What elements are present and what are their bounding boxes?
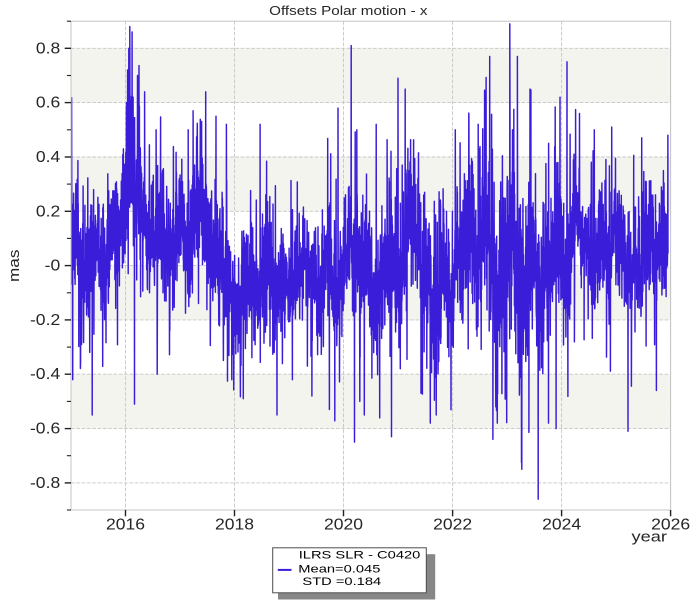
- svg-text:mas: mas: [6, 250, 23, 282]
- svg-text:0.2: 0.2: [36, 203, 60, 220]
- svg-text:-0.4: -0.4: [30, 366, 60, 383]
- svg-text:2026: 2026: [651, 516, 690, 533]
- svg-text:-0.8: -0.8: [30, 475, 60, 492]
- svg-text:ILRS SLR - C0420: ILRS SLR - C0420: [299, 548, 421, 561]
- svg-text:year: year: [632, 528, 668, 545]
- svg-text:STD =0.184: STD =0.184: [302, 575, 381, 588]
- svg-text:Mean=0.045: Mean=0.045: [298, 562, 380, 575]
- svg-text:2022: 2022: [433, 516, 472, 533]
- svg-text:-0.6: -0.6: [30, 421, 60, 438]
- svg-text:0.6: 0.6: [36, 95, 60, 112]
- svg-text:0.8: 0.8: [36, 40, 60, 57]
- svg-text:2024: 2024: [542, 516, 581, 533]
- svg-text:0.4: 0.4: [36, 149, 60, 166]
- svg-text:2018: 2018: [215, 516, 254, 533]
- svg-text:-0.2: -0.2: [30, 312, 60, 329]
- svg-text:-0: -0: [45, 258, 61, 275]
- svg-text:2020: 2020: [324, 516, 363, 533]
- svg-text:2016: 2016: [106, 516, 145, 533]
- svg-text:Offsets Polar motion - x: Offsets Polar motion - x: [269, 4, 427, 19]
